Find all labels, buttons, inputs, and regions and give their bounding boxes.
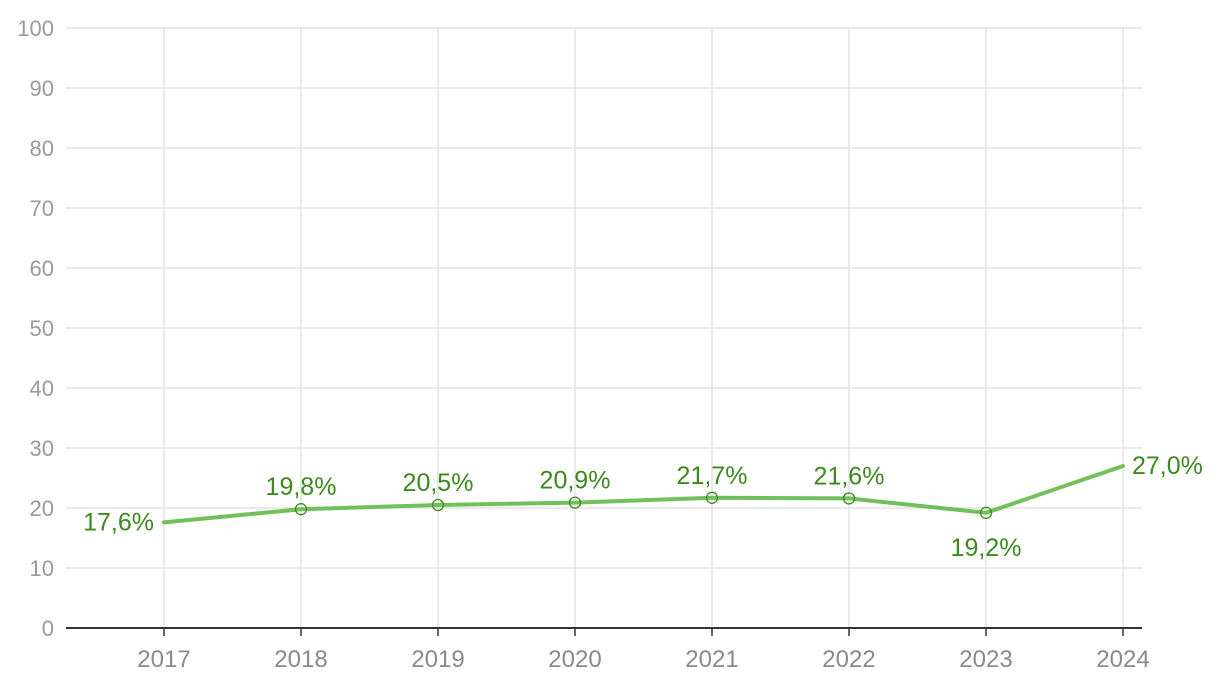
data-point [705,491,719,504]
x-tick-label: 2017 [137,646,190,673]
y-tick-label: 30 [30,436,54,461]
data-point [842,492,856,505]
y-tick-label: 50 [30,316,54,341]
data-label: 21,6% [814,462,885,490]
y-tick-label: 20 [30,496,54,521]
y-tick-label: 90 [30,76,54,101]
data-point [294,503,308,516]
data-label: 20,9% [540,467,611,495]
data-point [568,496,582,509]
data-label: 21,7% [677,462,748,490]
x-tick-label: 2018 [274,646,327,673]
y-tick-label: 70 [30,196,54,221]
x-tick-label: 2024 [1096,646,1149,673]
series-line [162,464,1125,525]
x-tick-label: 2022 [822,646,875,673]
x-tick-label: 2020 [548,646,601,673]
data-label: 27,0% [1132,452,1203,480]
data-label: 17,6% [83,508,154,536]
y-tick-label: 10 [30,556,54,581]
data-label: 19,2% [951,534,1022,562]
data-label: 19,8% [266,473,337,501]
x-axis: 2017 2018 2019 2020 2021 2022 2023 2024 [66,627,1150,673]
gridlines [66,27,1142,628]
y-axis: 0 10 20 30 40 50 60 70 80 90 100 [17,16,54,641]
y-tick-label: 40 [30,376,54,401]
y-tick-label: 0 [42,616,54,641]
x-tick-label: 2021 [685,646,738,673]
y-tick-label: 60 [30,256,54,281]
data-labels: 17,6% 19,8% 20,5% 20,9% 21,7% 21,6% 19,2% 27,0% [83,452,1203,562]
x-tick-label: 2023 [959,646,1012,673]
data-point [979,506,993,519]
series-group [162,464,1125,525]
y-tick-label: 100 [17,16,54,41]
x-tick-label: 2019 [411,646,464,673]
data-label: 20,5% [403,469,474,497]
y-tick-label: 80 [30,136,54,161]
data-point [431,498,445,512]
